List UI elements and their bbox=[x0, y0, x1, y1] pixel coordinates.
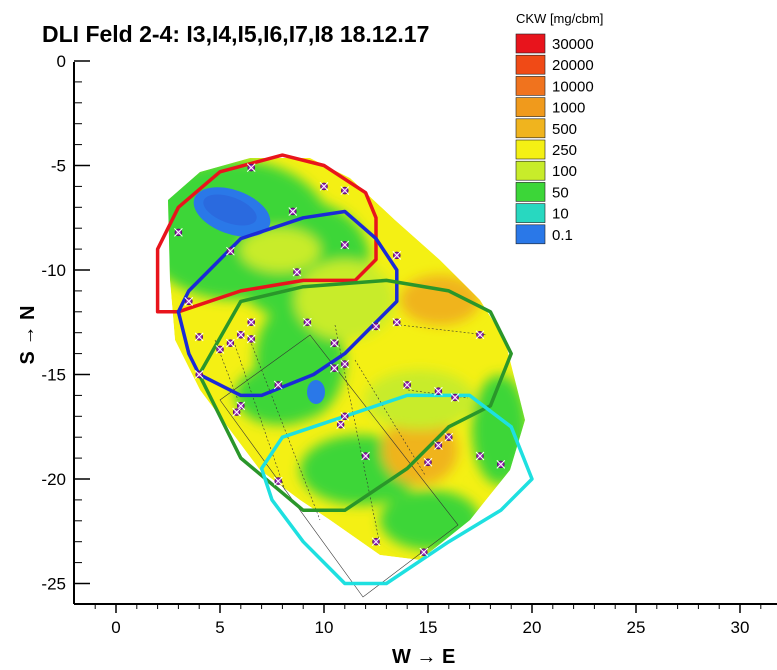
legend-item: 500 bbox=[515, 118, 577, 139]
legend-swatch bbox=[515, 33, 546, 54]
x-tick-label: 30 bbox=[731, 618, 750, 637]
sample-point bbox=[496, 460, 506, 469]
sample-point bbox=[419, 547, 429, 557]
sample-point bbox=[292, 267, 302, 277]
sample-point bbox=[236, 401, 246, 411]
sample-point bbox=[215, 345, 225, 354]
legend-item: 10 bbox=[515, 203, 569, 223]
legend-label: 100 bbox=[552, 163, 577, 180]
legend-label: 50 bbox=[552, 184, 569, 201]
sample-point bbox=[273, 476, 283, 486]
legend-item: 0.1 bbox=[515, 224, 573, 245]
x-tick-label: 20 bbox=[523, 618, 542, 637]
sample-point bbox=[330, 338, 339, 348]
sample-point bbox=[246, 334, 256, 344]
sample-point bbox=[450, 393, 460, 402]
sample-point bbox=[288, 207, 298, 216]
y-tick-label: -25 bbox=[41, 575, 66, 594]
legend-title: CKW [mg/cbm] bbox=[516, 11, 603, 26]
legend-swatch bbox=[515, 118, 546, 139]
sample-point bbox=[330, 363, 339, 373]
legend-label: 30000 bbox=[552, 36, 594, 53]
sample-point bbox=[392, 251, 402, 260]
chart-title: DLI Feld 2-4: I3,I4,I5,I6,I7,I8 18.12.17 bbox=[42, 21, 429, 47]
legend-swatch bbox=[515, 54, 546, 75]
sample-point bbox=[434, 441, 443, 450]
legend-swatch bbox=[515, 203, 546, 223]
axes: 0 5 10 15 20 25 30 0 -5 -10 -15 -20 -25 bbox=[41, 52, 777, 637]
plot-area bbox=[155, 153, 534, 598]
zone-boundary bbox=[259, 393, 534, 586]
legend: CKW [mg/cbm] 30000 20000 10000 1000 500 250 10… bbox=[515, 11, 603, 245]
sample-point bbox=[303, 317, 312, 327]
zone-boundary bbox=[155, 153, 378, 314]
contour-field bbox=[168, 158, 525, 560]
sample-point bbox=[340, 240, 350, 250]
sample-point bbox=[340, 411, 350, 421]
sample-point bbox=[392, 317, 402, 327]
legend-swatch bbox=[515, 139, 546, 160]
legend-item: 20000 bbox=[515, 54, 594, 75]
sample-point bbox=[226, 246, 235, 256]
y-tick-label: -20 bbox=[41, 470, 66, 489]
sample-point bbox=[371, 322, 381, 331]
y-axis-label: S → N bbox=[17, 306, 39, 365]
x-tick-label: 0 bbox=[111, 618, 120, 637]
sample-point bbox=[402, 380, 412, 390]
sample-point bbox=[319, 182, 329, 191]
legend-swatch bbox=[515, 76, 546, 96]
sample-point bbox=[434, 386, 443, 396]
sample-point bbox=[232, 407, 241, 417]
legend-item: 30000 bbox=[515, 33, 594, 54]
x-tick-label: 15 bbox=[419, 618, 438, 637]
sample-point bbox=[236, 330, 246, 340]
legend-item: 1000 bbox=[515, 97, 585, 117]
legend-label: 500 bbox=[552, 121, 577, 138]
sample-point bbox=[423, 457, 433, 467]
legend-swatch bbox=[515, 160, 546, 181]
legend-item: 250 bbox=[515, 139, 577, 160]
legend-label: 10 bbox=[552, 206, 569, 223]
sample-point bbox=[246, 317, 256, 327]
sample-point bbox=[226, 338, 235, 348]
x-tick-label: 25 bbox=[627, 618, 646, 637]
y-tick-label: -5 bbox=[51, 157, 66, 176]
legend-swatch bbox=[515, 182, 546, 202]
sample-point bbox=[361, 451, 370, 461]
legend-item: 100 bbox=[515, 160, 577, 181]
legend-label: 1000 bbox=[552, 100, 585, 117]
sample-point bbox=[184, 296, 194, 306]
legend-label: 10000 bbox=[552, 78, 594, 95]
x-tick-label: 5 bbox=[215, 618, 224, 637]
sample-point bbox=[340, 186, 350, 195]
sample-point bbox=[475, 451, 485, 461]
x-tick-label: 10 bbox=[315, 618, 334, 637]
legend-label: 250 bbox=[552, 142, 577, 159]
sample-point bbox=[336, 420, 345, 430]
sample-point bbox=[194, 370, 204, 379]
sample-point bbox=[475, 330, 485, 340]
x-axis-label: W → E bbox=[392, 646, 455, 668]
legend-item: 50 bbox=[515, 182, 569, 202]
sample-point bbox=[273, 380, 283, 390]
sample-point bbox=[444, 432, 454, 442]
legend-swatch bbox=[515, 97, 546, 117]
sample-point bbox=[174, 228, 183, 237]
sample-point bbox=[371, 537, 381, 547]
legend-item: 10000 bbox=[515, 76, 594, 96]
y-tick-label: -15 bbox=[41, 366, 66, 385]
legend-label: 20000 bbox=[552, 57, 594, 74]
legend-swatch bbox=[515, 224, 546, 245]
sample-point bbox=[340, 359, 350, 369]
sample-point bbox=[246, 163, 256, 172]
zone-boundary bbox=[197, 278, 513, 513]
zone-boundary bbox=[176, 209, 399, 398]
legend-label: 0.1 bbox=[552, 227, 573, 244]
y-tick-label: 0 bbox=[57, 52, 66, 71]
y-tick-label: -10 bbox=[41, 261, 66, 280]
sample-point bbox=[194, 332, 204, 342]
